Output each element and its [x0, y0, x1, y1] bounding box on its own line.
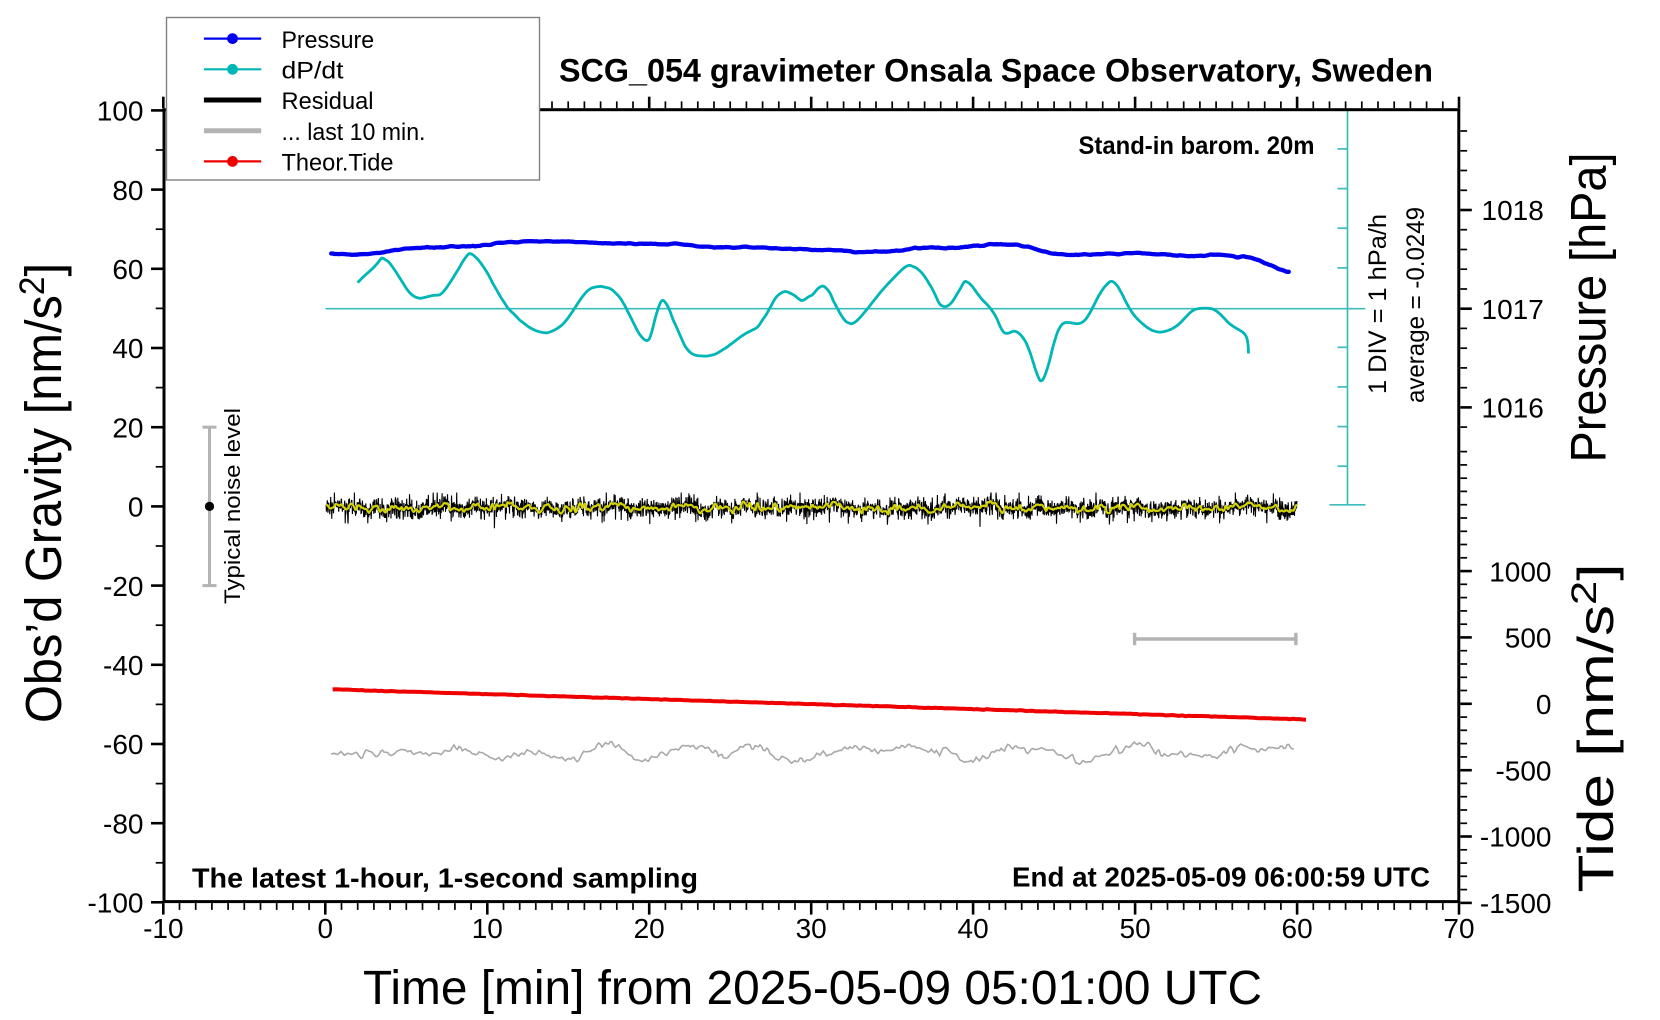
svg-text:1017: 1017 [1482, 294, 1544, 325]
svg-text:Pressure [hPa]: Pressure [hPa] [1561, 153, 1617, 463]
svg-text:Tide [nm/s2]: Tide [nm/s2] [1565, 564, 1624, 893]
svg-text:30: 30 [796, 913, 827, 944]
svg-text:... last 10 min.: ... last 10 min. [282, 119, 426, 146]
svg-text:Pressure: Pressure [282, 27, 375, 54]
svg-text:50: 50 [1120, 913, 1151, 944]
svg-text:Typical noise level: Typical noise level [220, 408, 245, 604]
svg-text:60: 60 [1282, 913, 1313, 944]
svg-text:0: 0 [128, 492, 144, 523]
svg-text:-100: -100 [87, 888, 143, 919]
svg-text:-40: -40 [103, 650, 143, 681]
svg-text:1 DIV = 1 hPa/h: 1 DIV = 1 hPa/h [1364, 214, 1392, 394]
svg-text:20: 20 [634, 913, 665, 944]
svg-text:End at 2025-05-09 06:00:59 UTC: End at 2025-05-09 06:00:59 UTC [1012, 861, 1430, 892]
svg-text:dP/dt: dP/dt [282, 58, 344, 85]
svg-text:100: 100 [97, 96, 144, 127]
svg-text:20: 20 [112, 412, 143, 443]
svg-text:SCG_054 gravimeter Onsala Spac: SCG_054 gravimeter Onsala Space Observat… [559, 53, 1433, 89]
svg-text:Theor.Tide: Theor.Tide [282, 150, 394, 177]
svg-text:60: 60 [112, 254, 143, 285]
svg-text:-1500: -1500 [1480, 888, 1552, 919]
svg-text:-500: -500 [1495, 755, 1551, 786]
svg-text:-20: -20 [103, 571, 143, 602]
svg-text:Time [min] from 2025-05-09 05:: Time [min] from 2025-05-09 05:01:00 UTC [363, 962, 1262, 1015]
svg-text:Stand-in barom. 20m: Stand-in barom. 20m [1079, 132, 1315, 160]
svg-text:-1000: -1000 [1480, 822, 1552, 853]
svg-text:40: 40 [112, 333, 143, 364]
svg-text:-60: -60 [103, 729, 143, 760]
svg-text:1016: 1016 [1482, 393, 1544, 424]
svg-text:-80: -80 [103, 808, 143, 839]
svg-text:The latest 1-hour, 1-second sa: The latest 1-hour, 1-second sampling [192, 863, 698, 894]
svg-text:average = -0.0249: average = -0.0249 [1402, 207, 1430, 403]
svg-text:0: 0 [318, 913, 334, 944]
svg-text:80: 80 [112, 175, 143, 206]
svg-text:Residual: Residual [282, 88, 374, 115]
svg-text:Obs’d Gravity [nm/s2]: Obs’d Gravity [nm/s2] [13, 263, 72, 723]
svg-text:70: 70 [1443, 913, 1474, 944]
svg-text:1018: 1018 [1482, 195, 1544, 226]
svg-text:-10: -10 [143, 913, 183, 944]
svg-text:10: 10 [472, 913, 503, 944]
svg-text:0: 0 [1536, 689, 1552, 720]
svg-text:1000: 1000 [1489, 556, 1551, 587]
svg-text:40: 40 [958, 913, 989, 944]
svg-text:500: 500 [1505, 623, 1552, 654]
